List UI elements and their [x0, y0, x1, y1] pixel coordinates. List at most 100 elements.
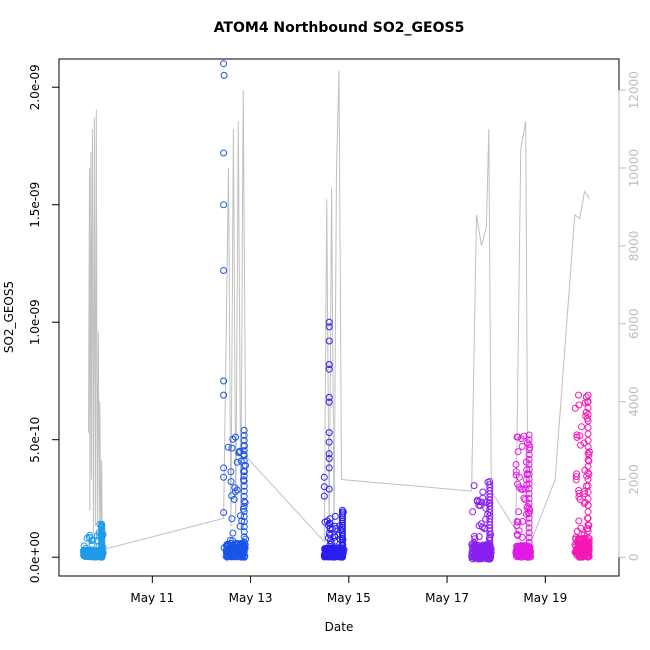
y-tick-label: 1.0e-09	[28, 299, 42, 345]
data-point	[525, 490, 533, 498]
data-point	[220, 201, 228, 209]
data-point	[325, 393, 333, 401]
data-point	[320, 473, 328, 481]
data-point	[220, 60, 228, 68]
data-point	[98, 520, 106, 528]
data-point	[580, 552, 588, 560]
data-point	[240, 447, 248, 455]
data-point	[584, 543, 591, 551]
data-point	[220, 473, 228, 481]
data-point	[514, 518, 522, 526]
data-point	[577, 553, 585, 561]
y-axis: 0.0e+00 5.0e-10 1.0e-09 1.5e-09 2.0e-09	[28, 64, 60, 583]
data-point	[571, 404, 579, 412]
data-point	[517, 543, 525, 550]
data-point	[338, 510, 346, 518]
data-point	[471, 541, 479, 549]
data-point	[229, 529, 237, 537]
data-point	[521, 552, 529, 560]
data-point	[514, 448, 522, 456]
data-point	[515, 473, 523, 481]
data-point	[330, 545, 338, 553]
data-point	[240, 482, 248, 490]
data-point	[584, 430, 592, 438]
data-point	[525, 543, 533, 551]
data-point	[325, 318, 333, 326]
data-point	[220, 71, 228, 79]
data-point	[575, 487, 583, 494]
data-point	[240, 437, 248, 444]
data-point	[515, 508, 523, 516]
data-point	[525, 455, 533, 463]
data-point	[514, 547, 522, 555]
data-point	[320, 492, 328, 500]
data-point	[584, 424, 592, 431]
data-point	[240, 548, 248, 556]
y-tick-label: 1.5e-09	[28, 182, 42, 228]
data-point	[240, 533, 248, 541]
data-point	[525, 509, 533, 517]
data-point	[227, 478, 235, 486]
data-point	[575, 535, 583, 543]
data-point	[525, 548, 533, 556]
data-point	[525, 553, 533, 561]
data-point	[477, 520, 485, 528]
data-point	[240, 442, 248, 449]
data-point	[525, 529, 533, 537]
data-point	[573, 547, 581, 555]
data-point	[325, 550, 333, 558]
data-points	[80, 60, 593, 563]
data-point	[575, 391, 582, 399]
data-point	[470, 482, 478, 490]
data-point	[525, 475, 533, 483]
data-point	[220, 149, 228, 157]
data-point	[240, 543, 248, 551]
y2-tick-label: 4000	[627, 386, 641, 417]
data-point	[228, 492, 236, 500]
data-point	[220, 391, 228, 399]
data-point	[478, 498, 486, 506]
data-point	[576, 496, 584, 503]
data-point	[233, 458, 241, 466]
data-point	[322, 551, 330, 559]
altitude-line-path	[88, 70, 590, 551]
data-point	[486, 481, 494, 489]
data-point	[519, 518, 526, 525]
data-point	[573, 431, 581, 439]
x-axis: May 11 May 13 May 15 May 17 May 19	[130, 575, 567, 605]
data-point	[525, 446, 533, 454]
data-point	[220, 267, 228, 274]
data-point	[325, 450, 333, 458]
data-point	[323, 517, 331, 525]
data-point	[230, 553, 238, 561]
data-point	[325, 398, 333, 406]
data-point	[525, 460, 533, 468]
data-point	[325, 438, 333, 446]
data-point	[475, 533, 483, 541]
data-point	[240, 431, 248, 439]
data-point	[321, 546, 329, 553]
y2-tick-label: 12000	[627, 71, 641, 109]
data-point	[469, 508, 477, 516]
data-point	[478, 523, 486, 531]
data-point	[228, 444, 236, 452]
data-point	[525, 504, 533, 512]
data-point	[240, 508, 248, 515]
data-point	[582, 408, 590, 416]
series-flight-1	[80, 520, 107, 561]
data-point	[325, 337, 333, 345]
data-point	[575, 401, 583, 409]
data-point	[325, 429, 333, 437]
y2-tick-label: 6000	[627, 308, 641, 339]
data-point	[240, 426, 248, 434]
x-tick-label: May 15	[327, 591, 371, 605]
series-flight-6	[571, 391, 593, 561]
data-point	[517, 485, 525, 493]
data-point	[571, 541, 579, 549]
series-flight-2	[220, 60, 250, 561]
altitude-line	[88, 70, 590, 551]
data-point	[512, 461, 520, 468]
data-point	[232, 545, 240, 552]
data-point	[80, 542, 88, 550]
data-point	[338, 506, 346, 514]
